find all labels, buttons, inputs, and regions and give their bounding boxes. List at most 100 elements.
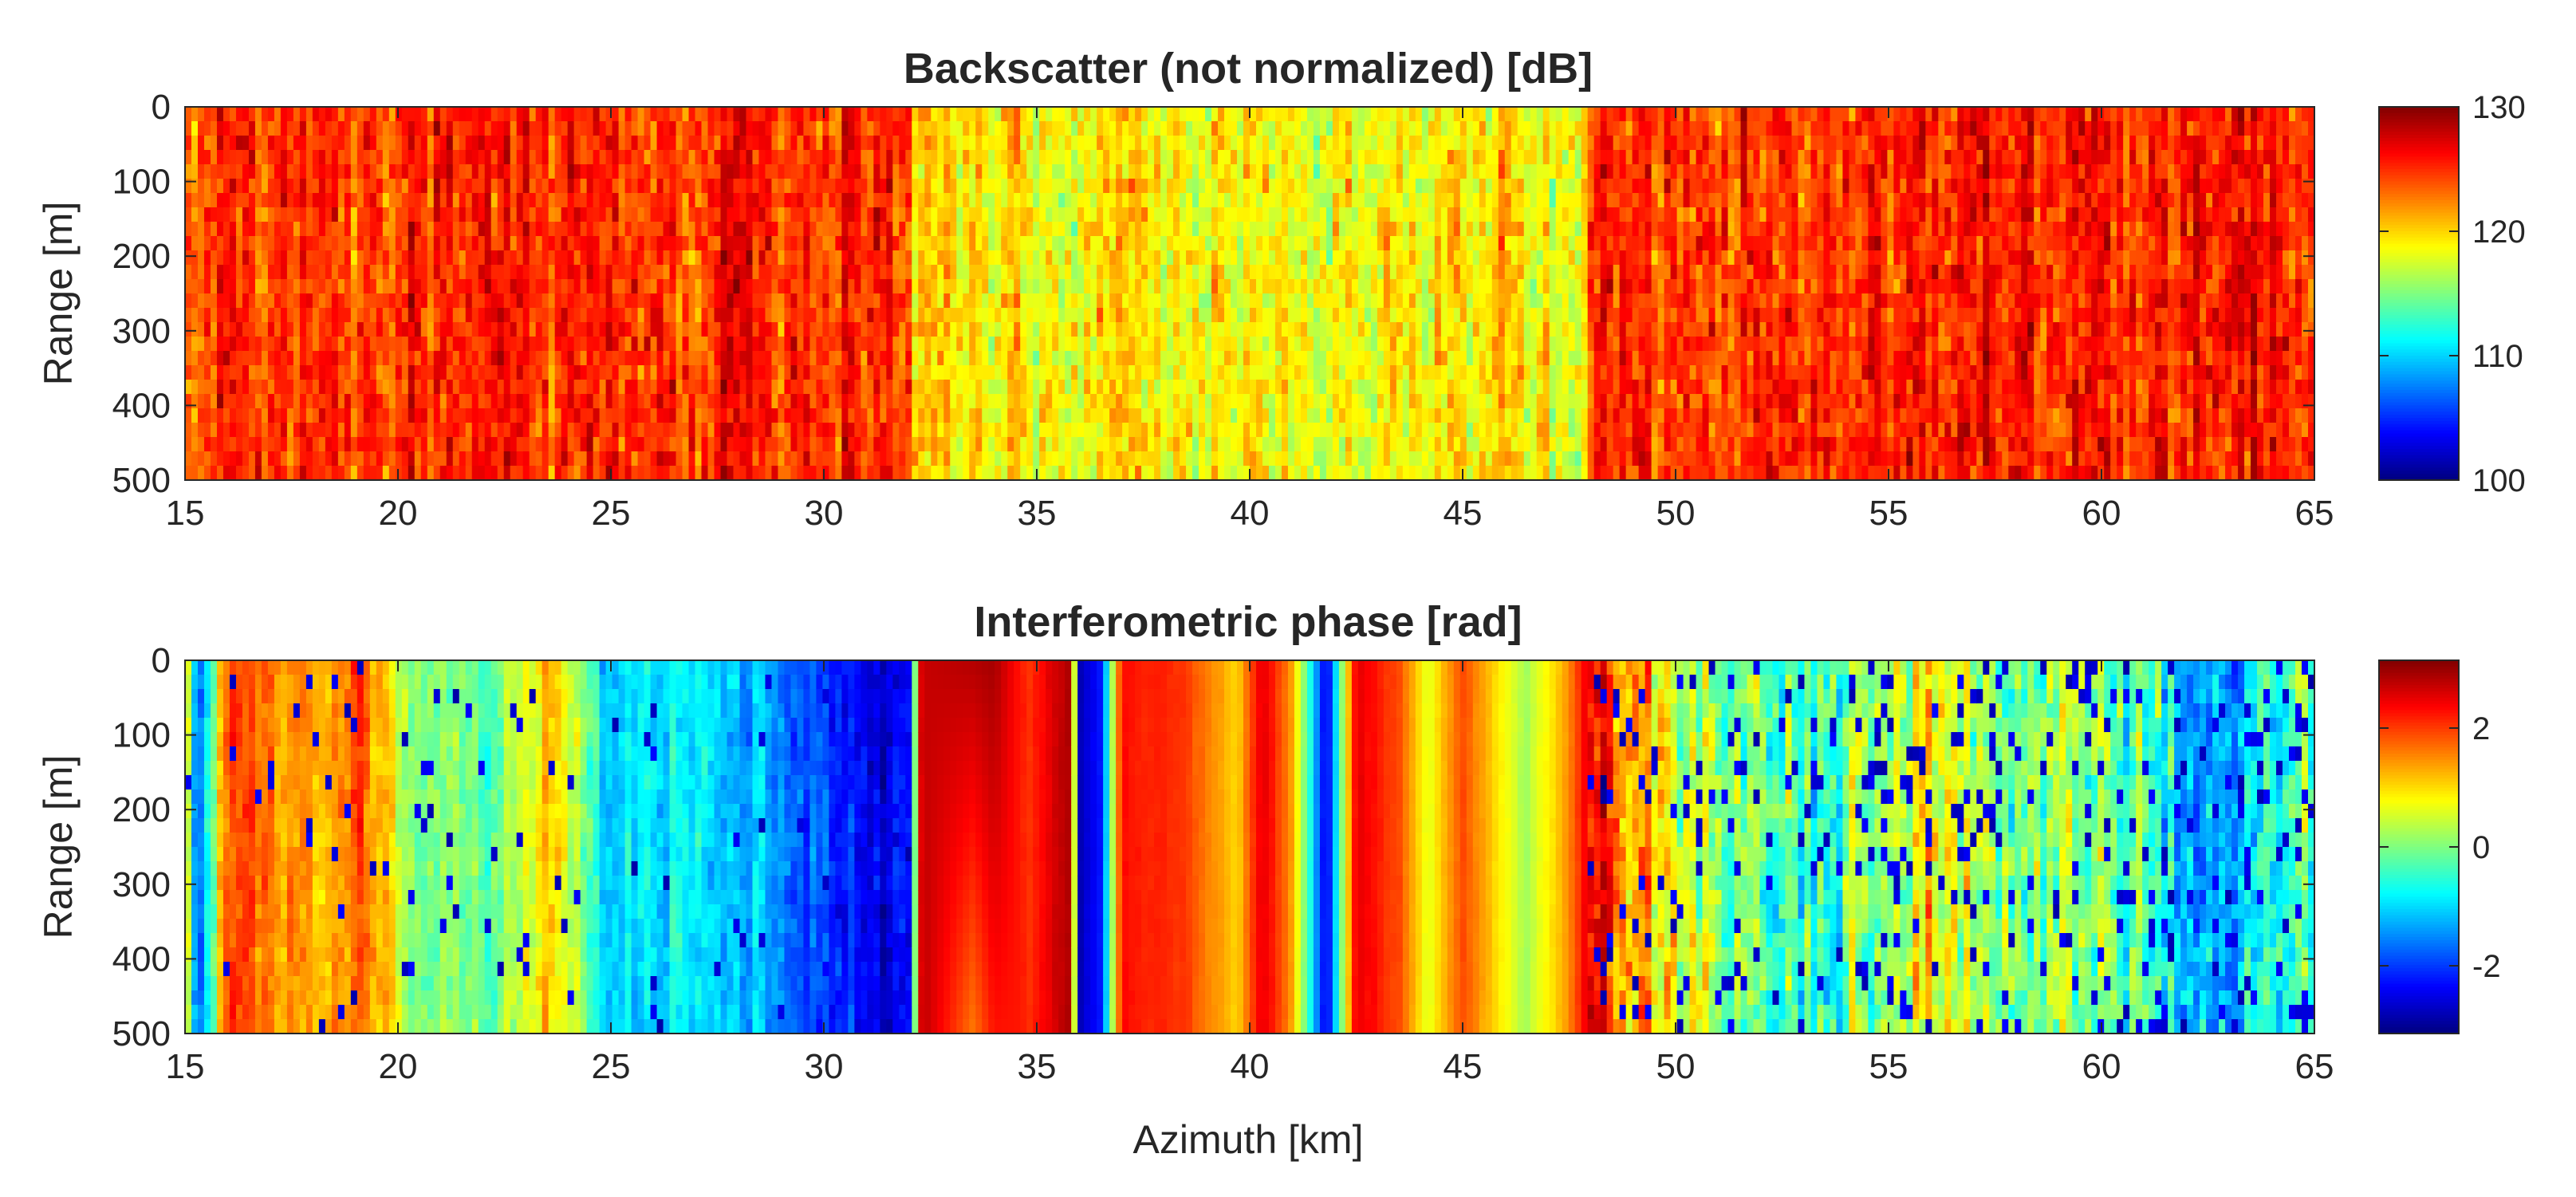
backscatter-cell — [1186, 150, 1193, 165]
backscatter-cell — [229, 365, 237, 380]
backscatter-cell — [573, 322, 581, 337]
backscatter-cell — [707, 121, 715, 136]
backscatter-cell — [593, 394, 601, 409]
backscatter-cell — [886, 423, 893, 438]
backscatter-cell — [235, 250, 243, 266]
backscatter-cell — [1109, 193, 1117, 208]
backscatter-cell — [286, 107, 294, 122]
backscatter-cell — [1007, 207, 1014, 222]
backscatter-cell — [1402, 466, 1410, 481]
backscatter-cell — [701, 466, 709, 481]
backscatter-cell — [542, 293, 549, 309]
backscatter-cell — [752, 351, 760, 366]
backscatter-cell — [1052, 150, 1059, 165]
backscatter-cell — [1160, 121, 1168, 136]
backscatter-cell — [503, 236, 511, 251]
backscatter-cell — [522, 308, 530, 323]
backscatter-cell — [414, 193, 422, 208]
backscatter-cell — [701, 423, 709, 438]
backscatter-cell — [1007, 150, 1014, 165]
backscatter-cell — [1255, 207, 1263, 222]
backscatter-cell — [1351, 437, 1359, 452]
backscatter-cell — [529, 279, 537, 294]
backscatter-cell — [356, 150, 364, 165]
backscatter-cell — [1148, 222, 1155, 237]
backscatter-cell — [746, 451, 754, 467]
backscatter-cell — [395, 380, 403, 395]
backscatter-cell — [644, 279, 652, 294]
backscatter-cell — [1237, 193, 1244, 208]
backscatter-cell — [331, 265, 339, 280]
backscatter-cell — [490, 451, 498, 467]
backscatter-cell — [1084, 322, 1091, 337]
backscatter-cell — [261, 236, 269, 251]
backscatter-cell — [1205, 408, 1212, 423]
backscatter-cell — [261, 121, 269, 136]
backscatter-cell — [376, 351, 384, 366]
backscatter-cell — [835, 279, 842, 294]
backscatter-cell — [1014, 394, 1021, 409]
backscatter-cell — [388, 451, 396, 467]
backscatter-cell — [829, 107, 836, 122]
backscatter-cell — [344, 394, 352, 409]
backscatter-cell — [899, 179, 906, 194]
backscatter-cell — [185, 408, 192, 423]
backscatter-cell — [816, 437, 823, 452]
backscatter-cell — [1039, 451, 1046, 467]
backscatter-cell — [484, 179, 492, 194]
backscatter-cell — [1199, 451, 1206, 467]
backscatter-cell — [829, 322, 836, 337]
backscatter-cell — [1148, 279, 1155, 294]
backscatter-cell — [1167, 222, 1174, 237]
backscatter-cell — [490, 423, 498, 438]
backscatter-cell — [1007, 408, 1014, 423]
backscatter-cell — [1109, 466, 1117, 481]
backscatter-cell — [631, 423, 639, 438]
backscatter-cell — [778, 451, 786, 467]
backscatter-cell — [950, 337, 957, 352]
backscatter-cell — [337, 164, 345, 179]
backscatter-cell — [497, 121, 505, 136]
backscatter-cell — [382, 179, 390, 194]
backscatter-cell — [1218, 423, 1225, 438]
backscatter-cell — [1103, 250, 1110, 266]
backscatter-cell — [803, 265, 811, 280]
backscatter-cell — [822, 293, 829, 309]
backscatter-cell — [363, 308, 371, 323]
backscatter-cell — [1007, 423, 1014, 438]
backscatter-cell — [376, 236, 384, 251]
backscatter-cell — [1167, 308, 1174, 323]
backscatter-cell — [605, 380, 613, 395]
backscatter-cell — [1338, 466, 1346, 481]
backscatter-cell — [369, 337, 377, 352]
backscatter-cell — [816, 408, 823, 423]
backscatter-cell — [293, 437, 301, 452]
backscatter-cell — [299, 365, 307, 380]
backscatter-cell — [356, 423, 364, 438]
backscatter-cell — [1141, 451, 1148, 467]
backscatter-cell — [1237, 394, 1244, 409]
backscatter-cell — [752, 107, 760, 122]
backscatter-cell — [682, 293, 690, 309]
backscatter-cell — [1071, 466, 1078, 481]
backscatter-cell — [720, 164, 728, 179]
backscatter-cell — [918, 351, 925, 366]
backscatter-cell — [427, 308, 435, 323]
backscatter-cell — [293, 136, 301, 151]
backscatter-cell — [841, 394, 849, 409]
backscatter-cell — [248, 107, 256, 122]
backscatter-cell — [274, 136, 282, 151]
backscatter-cell — [580, 107, 588, 122]
backscatter-cell — [242, 337, 250, 352]
backscatter-cell — [305, 451, 313, 467]
backscatter-cell — [1103, 179, 1110, 194]
backscatter-cell — [1377, 451, 1385, 467]
backscatter-cell — [956, 408, 963, 423]
backscatter-cell — [1351, 308, 1359, 323]
backscatter-cell — [803, 207, 811, 222]
backscatter-cell — [663, 136, 671, 151]
backscatter-cell — [956, 337, 963, 352]
backscatter-cell — [197, 423, 205, 438]
backscatter-cell — [1071, 279, 1078, 294]
backscatter-cell — [299, 351, 307, 366]
